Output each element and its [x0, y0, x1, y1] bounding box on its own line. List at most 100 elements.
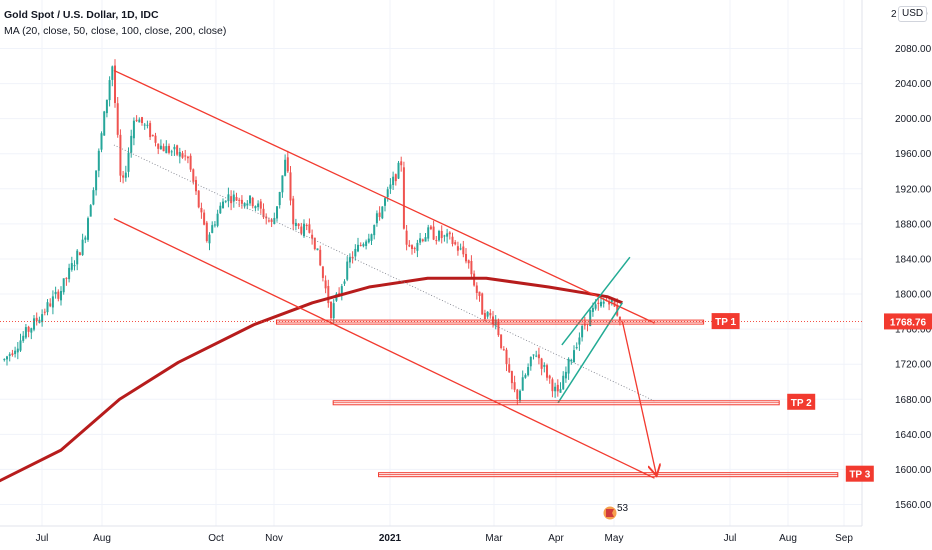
candle[interactable] — [119, 129, 122, 183]
candle[interactable] — [76, 249, 79, 271]
candle[interactable] — [138, 117, 141, 123]
candle[interactable] — [408, 240, 411, 248]
candle[interactable] — [438, 229, 441, 242]
candle[interactable] — [100, 131, 103, 153]
candle[interactable] — [162, 143, 165, 152]
ma200-line[interactable] — [0, 276, 623, 487]
candle[interactable] — [527, 363, 530, 377]
candle[interactable] — [276, 206, 279, 222]
candle[interactable] — [467, 259, 470, 269]
candles[interactable] — [3, 59, 621, 406]
candle[interactable] — [373, 224, 376, 240]
candle[interactable] — [478, 291, 481, 302]
candle[interactable] — [575, 342, 578, 350]
candle[interactable] — [243, 202, 246, 209]
indicator-legend[interactable]: MA (20, close, 50, close, 100, close, 20… — [4, 25, 227, 37]
candle[interactable] — [402, 161, 405, 230]
candle[interactable] — [257, 200, 260, 211]
candle[interactable] — [481, 292, 484, 315]
candle[interactable] — [578, 332, 581, 351]
descending-channel-lower[interactable] — [113, 218, 655, 479]
candle[interactable] — [170, 149, 173, 156]
candle[interactable] — [141, 116, 144, 126]
candle[interactable] — [132, 117, 135, 146]
candle[interactable] — [219, 202, 222, 214]
candle[interactable] — [33, 315, 36, 332]
candle[interactable] — [49, 298, 52, 308]
candle[interactable] — [451, 232, 454, 247]
candle[interactable] — [546, 363, 549, 381]
candle[interactable] — [586, 323, 589, 332]
candle[interactable] — [81, 233, 84, 256]
candle[interactable] — [308, 218, 311, 234]
candle[interactable] — [502, 346, 505, 351]
candle[interactable] — [159, 139, 162, 150]
candle[interactable] — [381, 206, 384, 220]
candle[interactable] — [551, 377, 554, 398]
last-price-tag[interactable]: 1768.76 — [884, 313, 932, 330]
candle[interactable] — [151, 134, 154, 137]
candle[interactable] — [265, 213, 268, 225]
candle[interactable] — [173, 144, 176, 156]
candle[interactable] — [486, 311, 489, 319]
candle[interactable] — [427, 224, 430, 242]
candle[interactable] — [208, 232, 211, 251]
candle[interactable] — [111, 65, 114, 87]
candle[interactable] — [416, 239, 419, 258]
candle[interactable] — [524, 373, 527, 379]
candle[interactable] — [564, 366, 567, 383]
candle[interactable] — [262, 203, 265, 219]
candle[interactable] — [238, 197, 241, 208]
candle[interactable] — [149, 120, 152, 141]
candle[interactable] — [278, 191, 281, 209]
candle[interactable] — [251, 196, 254, 209]
candle[interactable] — [454, 240, 457, 246]
candle[interactable] — [246, 200, 249, 210]
x-axis[interactable]: Jul Aug Oct Nov 2021 Mar Apr May Jul Aug Sep — [36, 533, 854, 544]
candle[interactable] — [30, 327, 33, 340]
candle[interactable] — [510, 370, 513, 390]
events-badge[interactable]: 53 — [602, 503, 629, 521]
candle[interactable] — [197, 190, 200, 209]
candle[interactable] — [321, 265, 324, 282]
candle[interactable] — [286, 150, 289, 173]
candle[interactable] — [483, 309, 486, 322]
candle[interactable] — [105, 99, 108, 118]
candle[interactable] — [19, 333, 22, 352]
candle[interactable] — [65, 277, 68, 286]
candle[interactable] — [392, 171, 395, 190]
currency-badge[interactable]: USD — [898, 6, 928, 22]
candle[interactable] — [146, 120, 149, 129]
candle[interactable] — [370, 233, 373, 245]
candle[interactable] — [448, 231, 451, 240]
rising-channel-lower[interactable] — [557, 302, 623, 404]
candle[interactable] — [365, 239, 368, 250]
candle[interactable] — [397, 160, 400, 179]
rising-channel-upper[interactable] — [561, 256, 631, 346]
candle[interactable] — [330, 301, 333, 321]
candle[interactable] — [413, 246, 416, 254]
candle[interactable] — [97, 148, 100, 178]
candle[interactable] — [513, 375, 516, 393]
candle[interactable] — [127, 147, 130, 178]
candle[interactable] — [419, 232, 422, 246]
candle[interactable] — [224, 200, 227, 204]
candle[interactable] — [357, 237, 360, 253]
candle[interactable] — [581, 324, 584, 342]
candle[interactable] — [70, 256, 73, 272]
candle[interactable] — [462, 240, 465, 258]
candle[interactable] — [540, 357, 543, 376]
candle[interactable] — [41, 309, 44, 327]
candle[interactable] — [386, 186, 389, 202]
candle[interactable] — [165, 140, 168, 154]
target-tp3[interactable]: TP 3 — [378, 465, 874, 482]
candle[interactable] — [316, 248, 319, 251]
candle[interactable] — [508, 357, 511, 374]
candle[interactable] — [465, 248, 468, 264]
candle[interactable] — [211, 221, 214, 234]
candle[interactable] — [475, 282, 478, 300]
candle[interactable] — [384, 196, 387, 212]
candle[interactable] — [292, 195, 295, 230]
